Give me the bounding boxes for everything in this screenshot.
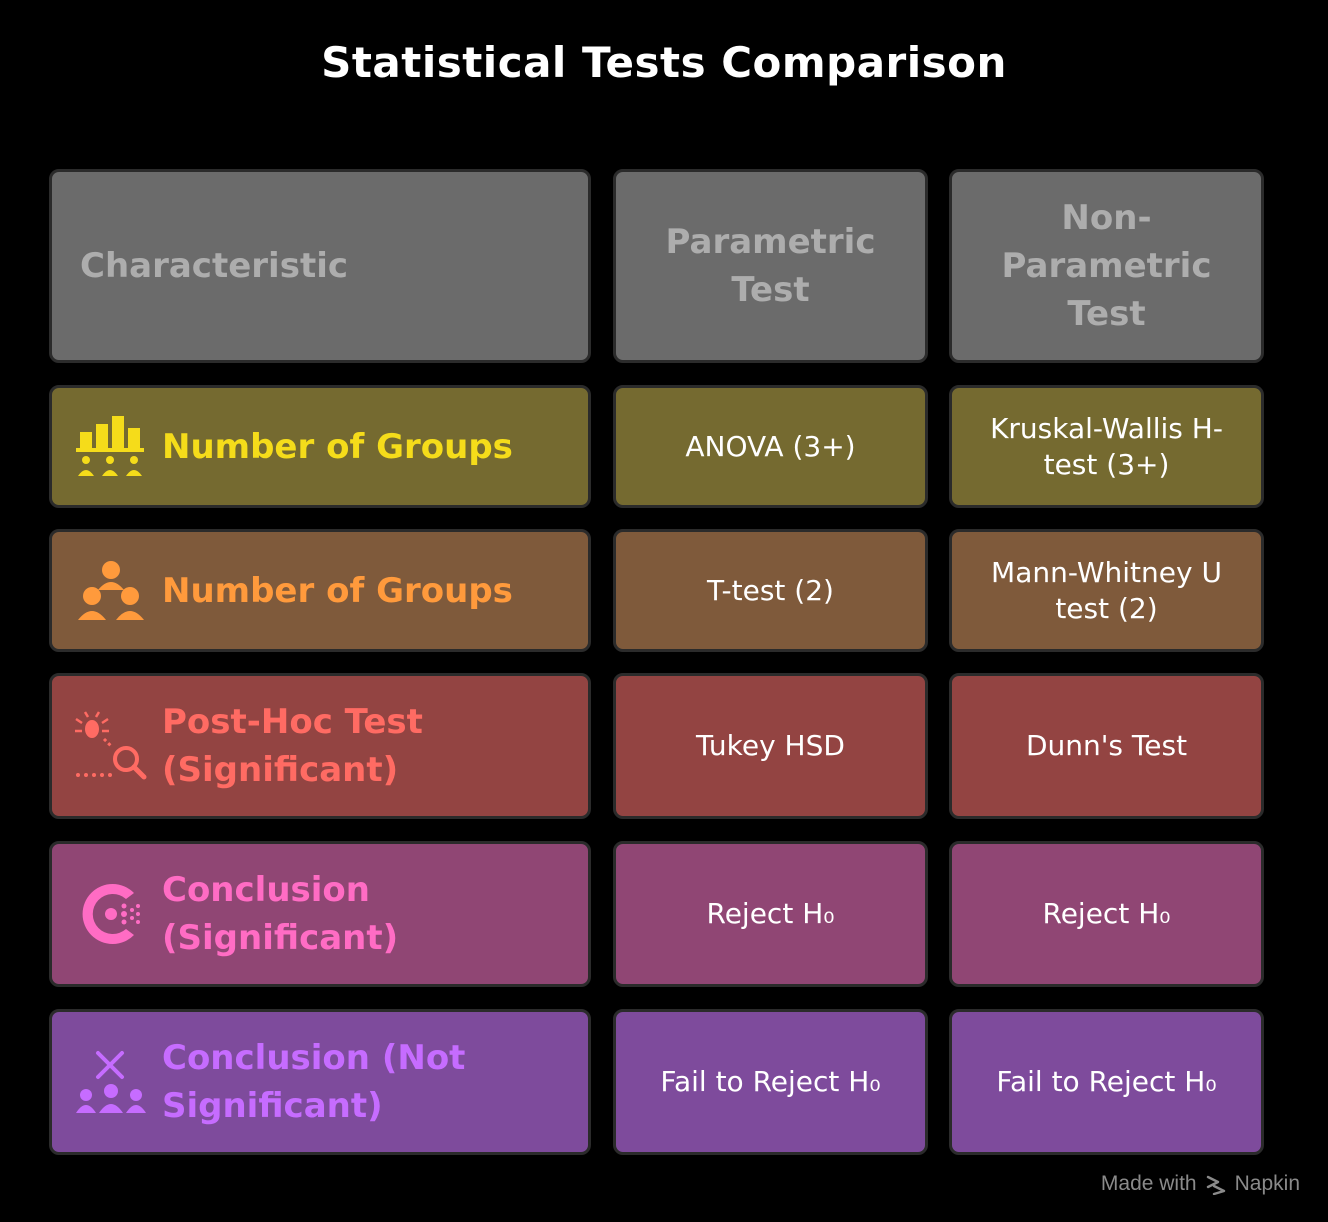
parametric-cell-t-test: T-test (2)	[613, 529, 928, 652]
row-label-text: Conclusion (Significant)	[162, 870, 399, 958]
parametric-value: Reject H₀	[706, 897, 835, 930]
row-label-text: Number of Groups	[162, 426, 513, 467]
bug-magnifier-icon	[74, 709, 148, 783]
non-parametric-value: Kruskal-Wallis H-test (3+)	[990, 411, 1223, 481]
row-label-number-of-groups-2: Number of Groups	[49, 529, 591, 652]
made-with-napkin-badge: Made with Napkin	[1101, 1172, 1300, 1196]
row-label-conclusion-significant: Conclusion (Significant)	[49, 841, 591, 987]
parametric-cell-reject: Reject H₀	[613, 841, 928, 987]
header-parametric: Parametric Test	[613, 169, 928, 363]
non-parametric-value: Dunn's Test	[1025, 729, 1188, 762]
header-parametric-label: Parametric Test	[665, 222, 876, 310]
row-label-conclusion-not-significant: Conclusion (Not Significant)	[49, 1009, 591, 1155]
non-parametric-value: Fail to Reject H₀	[996, 1065, 1217, 1098]
parametric-value: ANOVA (3+)	[685, 429, 856, 463]
header-non-parametric: Non-Parametric Test	[949, 169, 1264, 363]
row-label-text: Number of Groups	[162, 570, 513, 611]
parametric-cell-anova: ANOVA (3+)	[613, 385, 928, 508]
parametric-value: Fail to Reject H₀	[660, 1065, 881, 1098]
header-non-parametric-label: Non-Parametric Test	[1001, 198, 1212, 334]
parametric-cell-fail-to-reject: Fail to Reject H₀	[613, 1009, 928, 1155]
header-characteristic-label: Characteristic	[80, 246, 348, 286]
made-with-label: Made with	[1100, 1172, 1197, 1195]
napkin-logo-icon	[1205, 1173, 1227, 1195]
row-label-number-of-groups-3plus: Number of Groups	[49, 385, 591, 508]
non-parametric-cell-kruskal-wallis: Kruskal-Wallis H-test (3+)	[949, 385, 1264, 508]
non-parametric-cell-dunn: Dunn's Test	[949, 673, 1264, 819]
row-label-text: Conclusion (Not Significant)	[162, 1038, 466, 1126]
non-parametric-cell-reject: Reject H₀	[949, 841, 1264, 987]
three-people-icon	[74, 554, 148, 628]
target-dots-icon	[74, 877, 148, 951]
non-parametric-cell-fail-to-reject: Fail to Reject H₀	[949, 1009, 1264, 1155]
parametric-value: Tukey HSD	[696, 729, 845, 762]
non-parametric-cell-mann-whitney: Mann-Whitney U test (2)	[949, 529, 1264, 652]
parametric-cell-tukey: Tukey HSD	[613, 673, 928, 819]
non-parametric-value: Reject H₀	[1042, 897, 1171, 930]
header-characteristic: Characteristic	[49, 169, 591, 363]
non-parametric-value: Mann-Whitney U test (2)	[991, 555, 1222, 625]
row-label-post-hoc-test: Post-Hoc Test (Significant)	[49, 673, 591, 819]
napkin-brand-label: Napkin	[1234, 1172, 1300, 1195]
parametric-value: T-test (2)	[707, 573, 834, 607]
bar-chart-people-icon	[74, 410, 148, 484]
x-people-icon	[74, 1045, 148, 1119]
page-title: Statistical Tests Comparison	[321, 38, 1007, 87]
row-label-text: Post-Hoc Test (Significant)	[162, 702, 423, 790]
